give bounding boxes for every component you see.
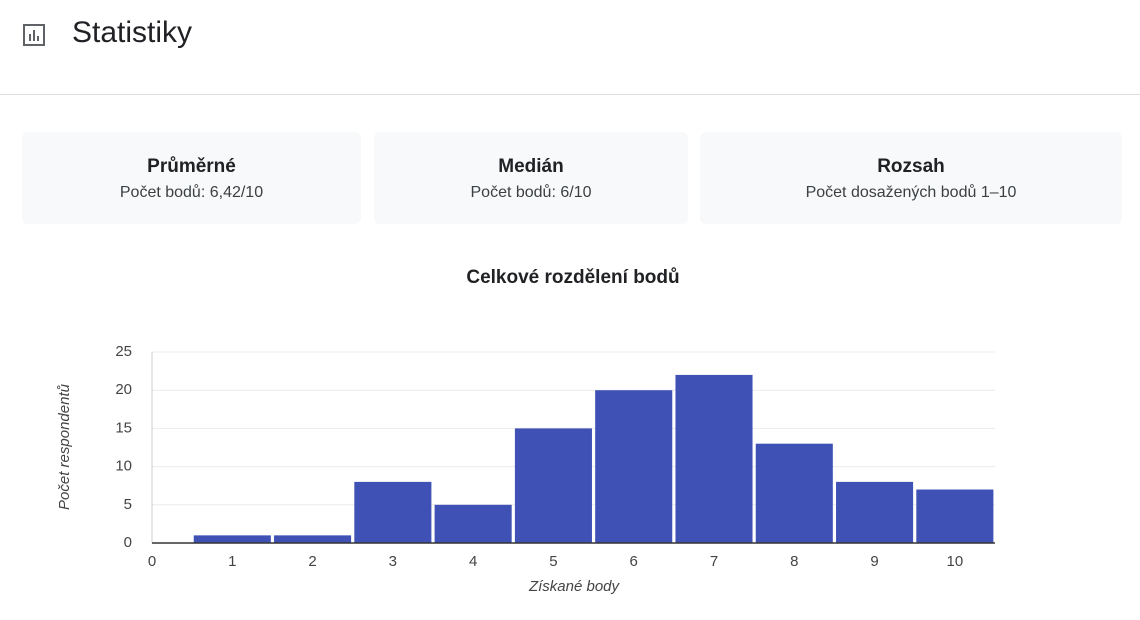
card-title: Medián (498, 156, 564, 177)
x-tick-label: 6 (630, 553, 638, 570)
chart-title: Celkové rozdělení bodů (466, 267, 679, 288)
bar (595, 390, 673, 543)
page-title: Statistiky (72, 16, 193, 49)
x-tick-label: 9 (870, 553, 878, 570)
card-title: Rozsah (877, 156, 945, 177)
card-title: Průměrné (147, 156, 236, 177)
card-text: Počet dosažených bodů 1–10 (805, 184, 1017, 201)
x-tick-label: 5 (549, 553, 557, 570)
bar (274, 535, 352, 543)
y-axis-label: Počet respondentů (56, 383, 73, 510)
bar (514, 428, 592, 543)
chart: Celkové rozdělení bodů Získané body Poče… (56, 267, 995, 595)
x-tick-label: 7 (710, 553, 718, 570)
y-tick-label: 5 (124, 496, 132, 513)
x-tick-label: 4 (469, 553, 477, 570)
card-text: Počet bodů: 6/10 (470, 184, 592, 201)
bar (354, 481, 432, 543)
bar (836, 481, 914, 543)
stat-card: Medián Počet bodů: 6/10 (374, 132, 688, 224)
x-tick-label: 2 (308, 553, 316, 570)
bar (434, 504, 512, 543)
x-tick-label: 0 (148, 553, 156, 570)
y-tick-label: 20 (115, 381, 132, 398)
bar (675, 374, 753, 543)
x-axis-label: Získané body (528, 578, 621, 595)
bar (193, 535, 271, 543)
header: Statistiky (0, 0, 1140, 95)
y-tick-label: 0 (124, 534, 132, 551)
stat-card: Průměrné Počet bodů: 6,42/10 (22, 132, 361, 224)
x-tick-label: 10 (947, 553, 964, 570)
stat-card: Rozsah Počet dosažených bodů 1–10 (700, 132, 1122, 224)
y-tick-label: 10 (115, 458, 132, 475)
x-tick-label: 1 (228, 553, 236, 570)
stats-icon (23, 24, 45, 46)
bar (916, 489, 994, 543)
y-tick-label: 15 (115, 419, 132, 436)
x-tick-label: 8 (790, 553, 798, 570)
bar (755, 443, 833, 543)
card-text: Počet bodů: 6,42/10 (119, 184, 264, 201)
y-tick-label: 25 (115, 343, 132, 360)
x-tick-label: 3 (389, 553, 397, 570)
